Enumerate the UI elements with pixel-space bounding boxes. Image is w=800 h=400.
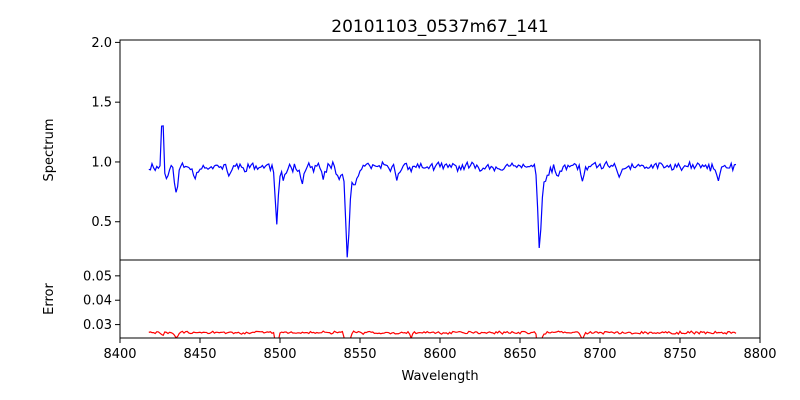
x-tick-label: 8700 [583,347,616,362]
y-tick-label: 0.05 [83,269,112,284]
x-tick-label: 8500 [263,347,296,362]
y-tick-label: 1.5 [91,96,112,111]
error-y-axis-label: Error [42,283,57,315]
error-series-line [148,330,737,338]
x-tick-label: 8400 [103,347,136,362]
x-tick-label: 8650 [503,347,536,362]
x-tick-label: 8450 [183,347,216,362]
spectrum-y-ticks: 0.5 1.0 1.5 2.0 [91,36,120,230]
x-axis-label: Wavelength [401,369,478,384]
y-tick-label: 0.03 [83,318,112,333]
error-y-ticks: 0.03 0.04 0.05 [83,269,120,333]
y-tick-label: 0.5 [91,215,112,230]
error-x-ticks: 8400 8450 8500 8550 8600 8650 8700 8750 8800 [103,338,777,362]
spectrum-y-axis-label: Spectrum [42,119,57,182]
error-panel: 0.03 0.04 0.05 8400 8450 8500 8550 8600 8650 870… [42,259,777,384]
y-tick-label: 0.04 [83,294,112,309]
y-tick-label: 1.0 [91,155,112,170]
y-tick-label: 2.0 [91,36,112,51]
x-tick-label: 8600 [423,347,456,362]
chart-title: 20101103_0537m67_141 [331,17,548,37]
x-tick-label: 8750 [663,347,696,362]
x-tick-label: 8800 [743,347,776,362]
x-tick-label: 8550 [343,347,376,362]
spectrum-series-line [148,125,737,258]
